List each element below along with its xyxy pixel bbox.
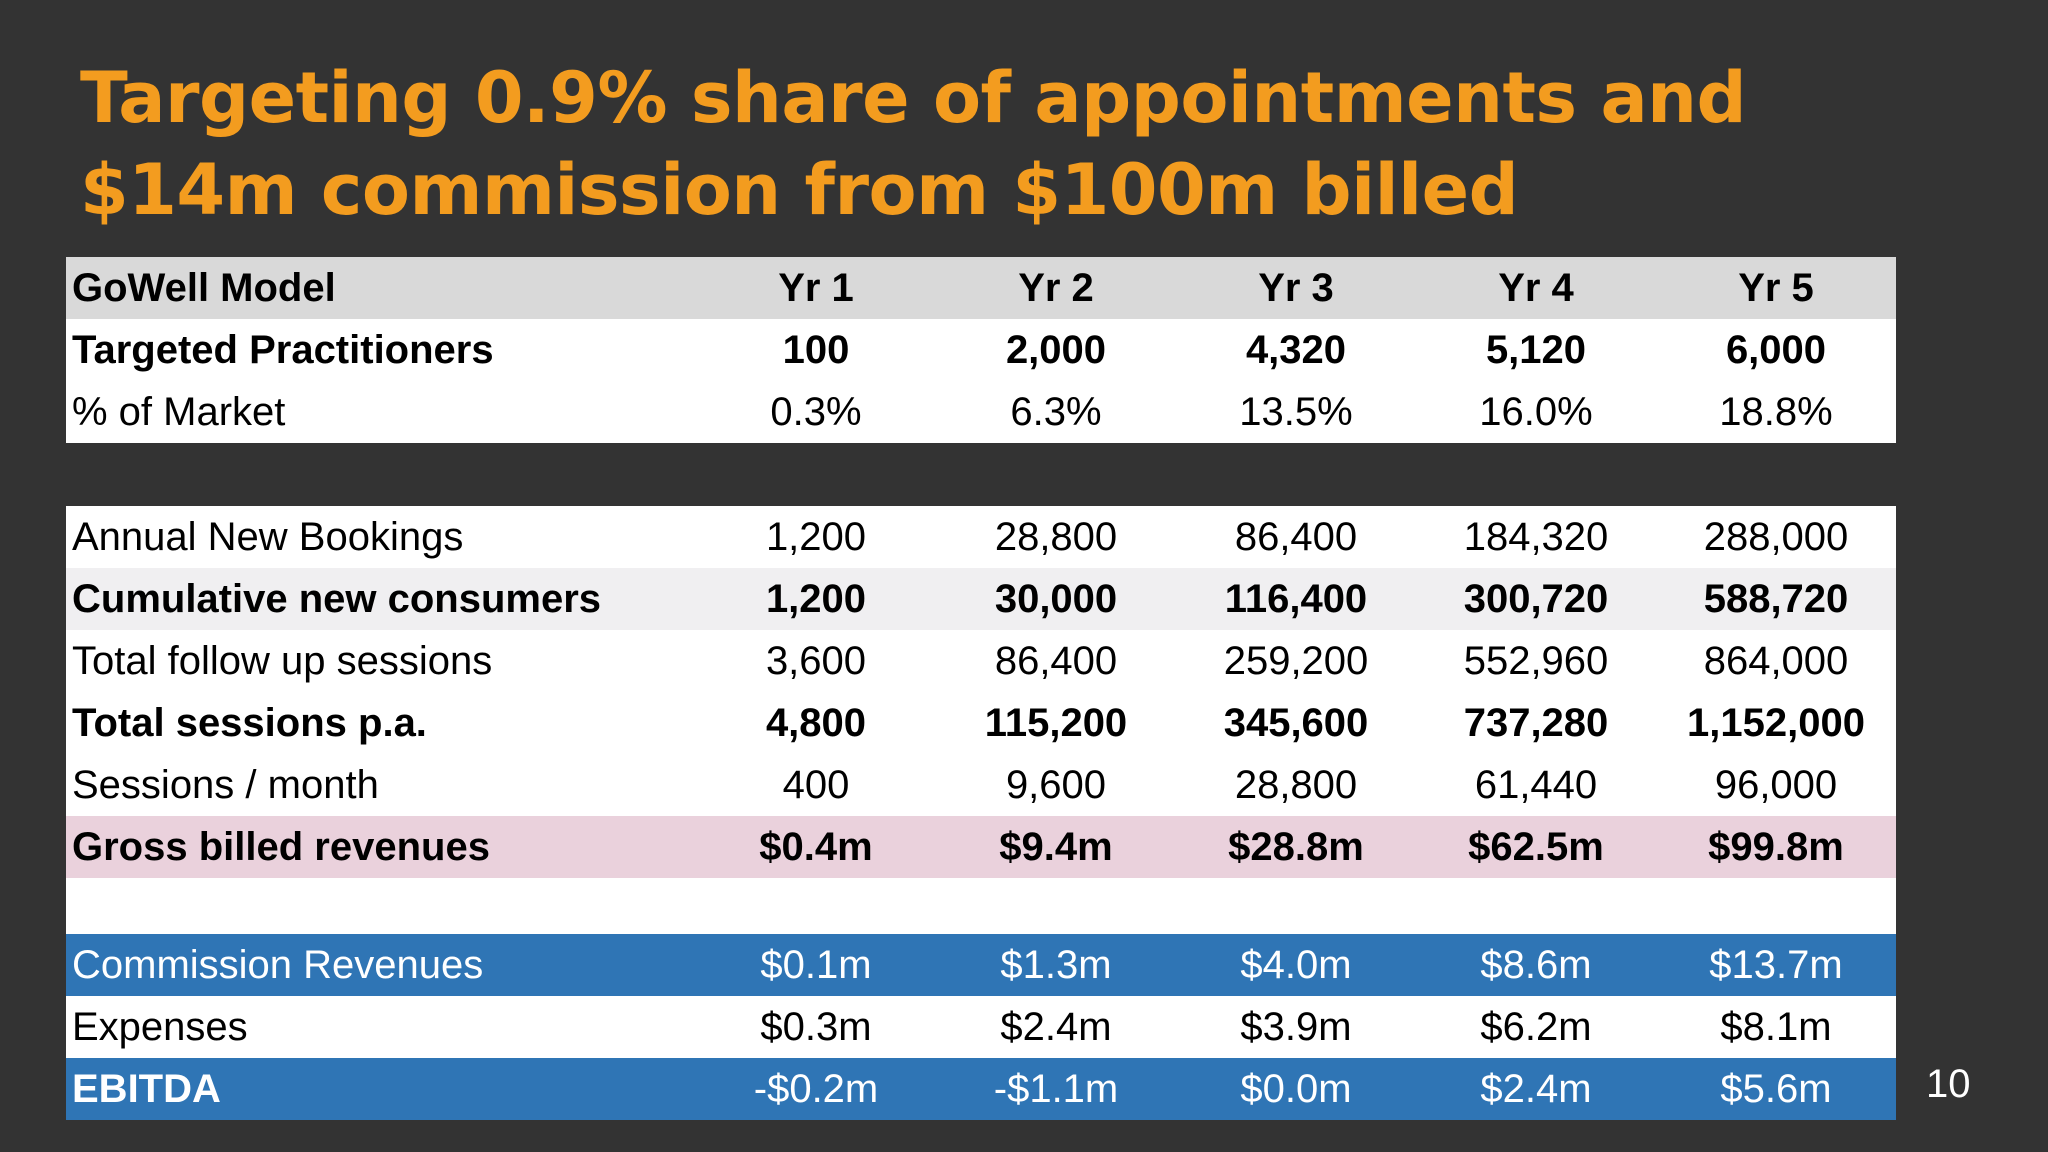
table-row-ebitda: EBITDA -$0.2m -$1.1m $0.0m $2.4m $5.6m — [66, 1058, 1896, 1120]
table-row-commission-revenues: Commission Revenues $0.1m $1.3m $4.0m $8… — [66, 934, 1896, 996]
row-label: Expenses — [66, 996, 696, 1058]
year-header: Yr 1 — [696, 257, 936, 319]
spacer-cell — [66, 878, 1896, 934]
cell-value: 96,000 — [1656, 754, 1896, 816]
cell-value: 100 — [696, 319, 936, 381]
cell-value: $1.3m — [936, 934, 1176, 996]
year-header: Yr 5 — [1656, 257, 1896, 319]
practitioners-table: GoWell Model Yr 1 Yr 2 Yr 3 Yr 4 Yr 5 Ta… — [66, 257, 1896, 443]
row-label: Sessions / month — [66, 754, 696, 816]
cell-value: 864,000 — [1656, 630, 1896, 692]
table-row-market-share: % of Market 0.3% 6.3% 13.5% 16.0% 18.8% — [66, 381, 1896, 443]
model-name: GoWell Model — [66, 257, 696, 319]
table-spacer-row — [66, 878, 1896, 934]
cell-value: 2,000 — [936, 319, 1176, 381]
cell-value: 184,320 — [1416, 506, 1656, 568]
cell-value: 28,800 — [936, 506, 1176, 568]
row-label: % of Market — [66, 381, 696, 443]
table-header-row: GoWell Model Yr 1 Yr 2 Yr 3 Yr 4 Yr 5 — [66, 257, 1896, 319]
cell-value: 116,400 — [1176, 568, 1416, 630]
cell-value: $3.9m — [1176, 996, 1416, 1058]
cell-value: $4.0m — [1176, 934, 1416, 996]
financials-table: Annual New Bookings 1,200 28,800 86,400 … — [66, 506, 1896, 1120]
row-label: Annual New Bookings — [66, 506, 696, 568]
cell-value: $8.1m — [1656, 996, 1896, 1058]
page-number: 10 — [1926, 1062, 1971, 1106]
cell-value: 28,800 — [1176, 754, 1416, 816]
cell-value: $0.3m — [696, 996, 936, 1058]
table-row-annual-new-bookings: Annual New Bookings 1,200 28,800 86,400 … — [66, 506, 1896, 568]
table-row-targeted-practitioners: Targeted Practitioners 100 2,000 4,320 5… — [66, 319, 1896, 381]
cell-value: 259,200 — [1176, 630, 1416, 692]
cell-value: 61,440 — [1416, 754, 1656, 816]
cell-value: 18.8% — [1656, 381, 1896, 443]
cell-value: 86,400 — [1176, 506, 1416, 568]
cell-value: 6,000 — [1656, 319, 1896, 381]
cell-value: 588,720 — [1656, 568, 1896, 630]
row-label: Commission Revenues — [66, 934, 696, 996]
cell-value: 13.5% — [1176, 381, 1416, 443]
row-label: EBITDA — [66, 1058, 696, 1120]
cell-value: 0.3% — [696, 381, 936, 443]
table-row-sessions-per-month: Sessions / month 400 9,600 28,800 61,440… — [66, 754, 1896, 816]
row-label: Total follow up sessions — [66, 630, 696, 692]
cell-value: 30,000 — [936, 568, 1176, 630]
cell-value: $28.8m — [1176, 816, 1416, 878]
cell-value: $0.0m — [1176, 1058, 1416, 1120]
cell-value: 5,120 — [1416, 319, 1656, 381]
cell-value: 16.0% — [1416, 381, 1656, 443]
slide-title: Targeting 0.9% share of appointments and… — [80, 57, 1747, 323]
table-row-cumulative-new-consumers: Cumulative new consumers 1,200 30,000 11… — [66, 568, 1896, 630]
cell-value: $6.2m — [1416, 996, 1656, 1058]
year-header: Yr 3 — [1176, 257, 1416, 319]
row-label: Targeted Practitioners — [66, 319, 696, 381]
cell-value: 115,200 — [936, 692, 1176, 754]
cell-value: 1,200 — [696, 568, 936, 630]
cell-value: 552,960 — [1416, 630, 1656, 692]
cell-value: $13.7m — [1656, 934, 1896, 996]
cell-value: $5.6m — [1656, 1058, 1896, 1120]
cell-value: $8.6m — [1416, 934, 1656, 996]
table-row-total-sessions: Total sessions p.a. 4,800 115,200 345,60… — [66, 692, 1896, 754]
cell-value: -$1.1m — [936, 1058, 1176, 1120]
cell-value: 1,152,000 — [1656, 692, 1896, 754]
cell-value: $2.4m — [936, 996, 1176, 1058]
cell-value: $99.8m — [1656, 816, 1896, 878]
cell-value: $0.1m — [696, 934, 936, 996]
cell-value: 737,280 — [1416, 692, 1656, 754]
row-label: Total sessions p.a. — [66, 692, 696, 754]
table-row-expenses: Expenses $0.3m $2.4m $3.9m $6.2m $8.1m — [66, 996, 1896, 1058]
cell-value: 1,200 — [696, 506, 936, 568]
cell-value: 4,320 — [1176, 319, 1416, 381]
cell-value: 86,400 — [936, 630, 1176, 692]
cell-value: $9.4m — [936, 816, 1176, 878]
cell-value: 4,800 — [696, 692, 936, 754]
cell-value: 3,600 — [696, 630, 936, 692]
cell-value: 9,600 — [936, 754, 1176, 816]
year-header: Yr 4 — [1416, 257, 1656, 319]
table-row-gross-billed-revenues: Gross billed revenues $0.4m $9.4m $28.8m… — [66, 816, 1896, 878]
year-header: Yr 2 — [936, 257, 1176, 319]
cell-value: $2.4m — [1416, 1058, 1656, 1120]
cell-value: 6.3% — [936, 381, 1176, 443]
cell-value: 400 — [696, 754, 936, 816]
cell-value: -$0.2m — [696, 1058, 936, 1120]
row-label: Gross billed revenues — [66, 816, 696, 878]
cell-value: $0.4m — [696, 816, 936, 878]
cell-value: $62.5m — [1416, 816, 1656, 878]
table-row-total-follow-up-sessions: Total follow up sessions 3,600 86,400 25… — [66, 630, 1896, 692]
cell-value: 288,000 — [1656, 506, 1896, 568]
cell-value: 300,720 — [1416, 568, 1656, 630]
cell-value: 345,600 — [1176, 692, 1416, 754]
row-label: Cumulative new consumers — [66, 568, 696, 630]
